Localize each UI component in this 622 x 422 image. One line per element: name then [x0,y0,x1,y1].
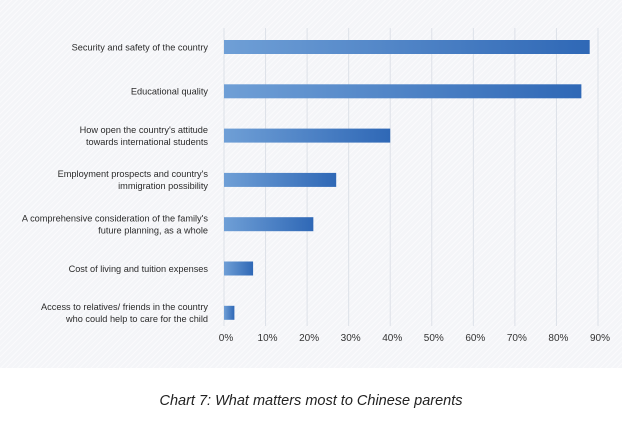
x-tick-label: 10% [258,333,278,344]
bar [224,128,391,143]
bar [224,172,337,187]
bar [224,84,582,99]
category-label: future planning, as a whole [98,226,208,236]
category-label: Access to relatives/ friends in the coun… [41,302,208,312]
category-label: Educational quality [131,87,209,97]
category-label: Employment prospects and country's [58,169,209,179]
x-axis-ticks: 0% 10% 20% 30% 40% 50% 60% 70% 80% 90% [219,333,610,344]
category-labels: Security and safety of the country Educat… [22,42,209,324]
x-tick-label: 60% [465,333,485,344]
category-label: How open the country's attitude [80,125,208,135]
bar [224,261,254,276]
x-tick-label: 40% [382,333,402,344]
x-tick-label: 50% [424,333,444,344]
category-label: Security and safety of the country [72,42,209,52]
x-tick-label: 80% [548,333,568,344]
bar [224,305,235,320]
category-label: A comprehensive consideration of the fam… [22,214,209,224]
category-label: immigration possibility [118,181,208,191]
chart-panel: Security and safety of the country Educat… [0,0,622,368]
x-tick-label: 0% [219,333,234,344]
category-label: towards international students [86,137,208,147]
bar [224,40,590,54]
category-label: Cost of living and tuition expenses [69,264,209,274]
bar-chart: Security and safety of the country Educat… [22,28,610,344]
x-tick-label: 90% [590,333,610,344]
x-tick-label: 70% [507,333,527,344]
chart-caption: Chart 7: What matters most to Chinese pa… [159,393,463,409]
category-label: who could help to care for the child [65,314,208,324]
x-tick-label: 30% [341,333,361,344]
grid-lines [223,28,599,326]
bar [224,217,314,232]
bars [224,40,590,320]
x-tick-label: 20% [299,333,319,344]
